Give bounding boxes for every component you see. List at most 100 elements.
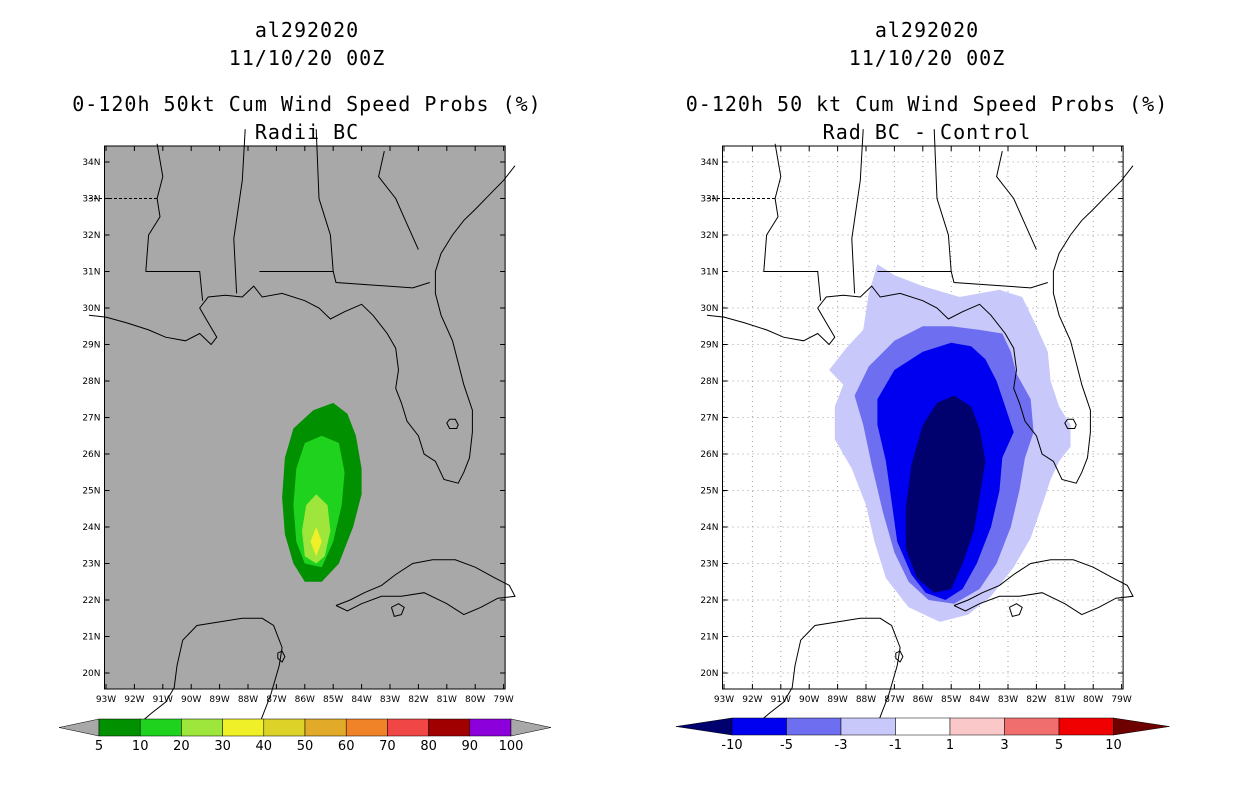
lat-label: 28N	[82, 377, 100, 387]
lat-label: 20N	[700, 669, 718, 679]
colorbar-swatch	[222, 718, 265, 737]
lon-label: 85W	[941, 695, 961, 705]
right-product-title: 0-120h 50 kt Cum Wind Speed Probs (%)	[685, 92, 1169, 116]
colorbar-label: 70	[379, 739, 396, 754]
lon-label: 86W	[913, 695, 933, 705]
right-map: 20N 21N 22N 23N 24N 25N 26N 27N 28N 29N 30N 31N 32N 3…	[675, 129, 1170, 753]
lon-label: 86W	[295, 695, 315, 705]
coastline-8	[851, 129, 864, 294]
colorbar-label: 40	[256, 739, 273, 754]
coastline-5	[895, 650, 904, 663]
coastline-0	[88, 165, 516, 484]
right-panel: al292020 11/10/20 00Z 0-120h 50 kt Cum W…	[618, 0, 1236, 800]
coastline-3	[390, 603, 405, 618]
lat-label: 34N	[82, 158, 100, 168]
colorbar-label: 30	[214, 739, 231, 754]
lat-label: 33N	[82, 195, 100, 205]
colorbar-label: -3	[835, 738, 848, 753]
lon-label: 90W	[181, 695, 201, 705]
colorbar-label: -10	[721, 738, 742, 753]
coastline-10	[259, 271, 430, 289]
lat-label: 21N	[700, 633, 718, 643]
lon-label: 88W	[238, 695, 258, 705]
colorbar-swatch	[731, 717, 787, 736]
lat-label: 26N	[82, 450, 100, 460]
colorbar-min-arrow	[58, 718, 100, 737]
axes: 20N 21N 22N 23N 24N 25N 26N 27N 28N 29N 30N 31N 32N 3…	[700, 145, 1132, 705]
lat-label: 32N	[82, 231, 100, 241]
lon-label: 79W	[493, 695, 513, 705]
lon-label: 87W	[884, 695, 904, 705]
lon-label: 89W	[827, 695, 847, 705]
colorbar-label: 100	[499, 739, 524, 754]
colorbar-swatch	[949, 717, 1005, 736]
coastlines	[706, 129, 1134, 729]
lon-label: 87W	[266, 695, 286, 705]
lon-label: 84W	[351, 695, 371, 705]
lon-label: 90W	[799, 695, 819, 705]
colorbar-swatch	[345, 718, 388, 737]
lon-label: 80W	[465, 695, 485, 705]
coastline-4	[723, 617, 901, 729]
lon-label: 93W	[96, 695, 116, 705]
colorbar-swatch	[263, 718, 306, 737]
lon-label: 80W	[1083, 695, 1103, 705]
colorbar-swatch	[304, 718, 347, 737]
lon-label: 92W	[742, 695, 762, 705]
lat-label: 22N	[700, 596, 718, 606]
colorbar-label: 90	[462, 739, 479, 754]
axes: 20N 21N 22N 23N 24N 25N 26N 27N 28N 29N 30N 31N 32N 3…	[82, 145, 514, 705]
colorbar-label: 50	[297, 739, 314, 754]
coastline-7	[763, 143, 782, 272]
lat-label: 29N	[700, 341, 718, 351]
lat-label: 30N	[82, 304, 100, 314]
coastline-11	[378, 150, 419, 250]
coastline-9	[315, 129, 334, 272]
left-map: 20N 21N 22N 23N 24N 25N 26N 27N 28N 29N 30N 31N 32N 3…	[58, 129, 552, 754]
lat-label: 25N	[82, 487, 100, 497]
lat-label: 28N	[700, 377, 718, 387]
left-storm-id: al292020	[254, 18, 360, 42]
coastline-7	[145, 143, 164, 272]
lon-label: 83W	[380, 695, 400, 705]
coastline-2	[335, 559, 516, 616]
coastline-10	[877, 271, 1048, 289]
lat-label: 31N	[700, 268, 718, 278]
colorbar-label: 10	[132, 739, 149, 754]
colorbar: 5 10 20 30 40 50 60 70 80 90 100	[58, 718, 552, 754]
coastline-0	[706, 165, 1134, 484]
coastline-3	[1008, 603, 1023, 618]
lon-label: 88W	[856, 695, 876, 705]
right-subtitle: Rad BC - Control	[822, 120, 1032, 144]
colorbar-label: 5	[95, 739, 103, 754]
colorbar-swatch	[1058, 717, 1114, 736]
coastline-8	[233, 129, 246, 294]
lon-label: 82W	[1026, 695, 1046, 705]
coastline-9	[933, 129, 952, 272]
colorbar: -10 -5 -3 -1 1 3 5 10	[675, 717, 1170, 753]
coastline-11	[996, 150, 1037, 250]
lon-label: 81W	[1055, 695, 1075, 705]
lon-label: 81W	[437, 695, 457, 705]
diff-contour-3	[905, 395, 986, 593]
lat-label: 24N	[700, 523, 718, 533]
coastline-1	[1064, 418, 1077, 429]
right-date-label: 11/10/20 00Z	[848, 46, 1006, 70]
difference-contours	[829, 264, 1071, 622]
lon-label: 91W	[153, 695, 173, 705]
colorbar-label: 5	[1055, 738, 1063, 753]
colorbar-max-arrow	[510, 718, 552, 737]
colorbar-swatch	[469, 718, 512, 737]
lon-label: 91W	[771, 695, 791, 705]
lon-label: 79W	[1111, 695, 1131, 705]
lat-label: 24N	[82, 523, 100, 533]
lon-label: 92W	[124, 695, 144, 705]
colorbar-label: 3	[1000, 738, 1008, 753]
colorbar-min-arrow	[675, 717, 733, 736]
lat-label: 27N	[82, 414, 100, 424]
colorbar-swatch	[428, 718, 471, 737]
colorbar-swatch	[387, 718, 429, 737]
lat-label: 33N	[700, 195, 718, 205]
map-background	[104, 146, 506, 689]
coastline-5	[277, 650, 286, 663]
